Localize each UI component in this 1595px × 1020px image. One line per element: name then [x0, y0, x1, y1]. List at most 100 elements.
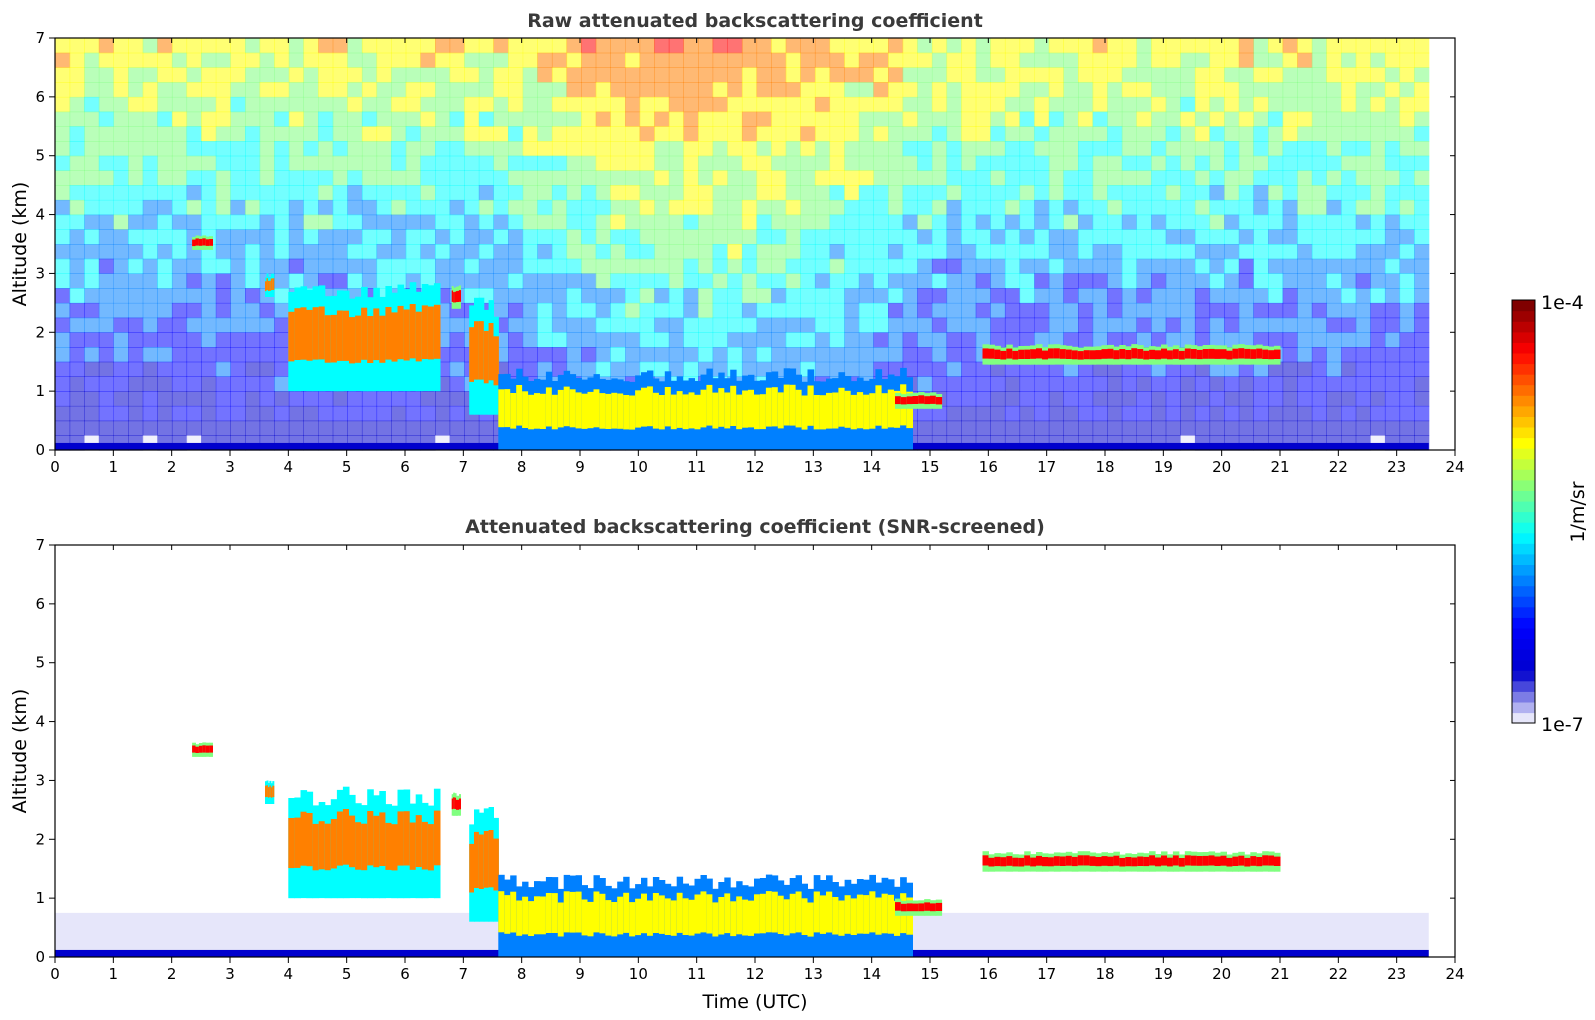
noise-cell [625, 67, 641, 83]
noise-cell [1384, 273, 1401, 289]
noise-cell [1078, 332, 1094, 348]
noise-cell [712, 332, 728, 348]
noise-cell [1048, 170, 1064, 186]
y-tick-label: 7 [35, 536, 45, 554]
noise-cell [1253, 420, 1269, 436]
noise-cell [1268, 244, 1284, 260]
noise-cell [1384, 332, 1401, 348]
noise-cell [1341, 155, 1357, 171]
noise-cell [1297, 258, 1313, 274]
noise-cell [142, 376, 158, 392]
noise-cell [245, 361, 261, 377]
noise-cell [391, 126, 407, 142]
noise-cell [1282, 141, 1298, 157]
noise-cell [1326, 229, 1342, 245]
cloud-core [754, 894, 761, 934]
noise-cell [888, 82, 904, 98]
noise-cell [288, 405, 304, 422]
noise-cell [464, 420, 480, 436]
noise-cell [917, 111, 933, 127]
noise-cell [727, 126, 743, 142]
noise-cell [1370, 67, 1386, 83]
noise-cell [405, 126, 421, 142]
x-tick-label: 11 [687, 965, 706, 983]
x-tick-label: 10 [629, 965, 648, 983]
noise-cell [917, 126, 933, 142]
noise-cell [566, 273, 582, 289]
noise-cell [1268, 52, 1284, 68]
noise-cell [946, 420, 962, 436]
cloud-core [391, 312, 399, 362]
noise-cell [318, 185, 334, 201]
cloud-core [1214, 349, 1221, 359]
noise-cell [376, 229, 392, 245]
noise-cell [1238, 244, 1254, 260]
cloud-core [478, 834, 485, 889]
noise-cell [829, 347, 845, 363]
noise-cell [1107, 67, 1123, 83]
noise-cell [259, 214, 275, 230]
cloud-core [209, 745, 213, 753]
noise-cell [1063, 244, 1079, 260]
noise-cell [1121, 317, 1137, 333]
noise-cell [625, 96, 641, 113]
noise-cell [420, 244, 436, 260]
noise-cell [639, 52, 655, 68]
cloud-core [771, 387, 779, 427]
cloud-core [361, 823, 368, 871]
noise-cell [1034, 376, 1050, 392]
noise-cell [1268, 273, 1284, 289]
cloud-core [534, 393, 541, 429]
noise-cell [1019, 420, 1035, 436]
noise-cell [566, 52, 582, 68]
noise-cell [1399, 420, 1415, 436]
noise-cell [1384, 52, 1401, 68]
cloud-core [1262, 349, 1269, 359]
noise-cell [1165, 302, 1181, 319]
noise-cell [1078, 302, 1094, 319]
noise-cell [215, 185, 231, 201]
noise-cell [668, 199, 684, 216]
noise-cell [449, 405, 465, 422]
noise-cell [55, 391, 71, 407]
noise-cell [303, 229, 319, 245]
x-tick-label: 22 [1329, 458, 1348, 476]
noise-cell [1078, 155, 1094, 171]
noise-cell [902, 347, 918, 363]
noise-cell [318, 38, 334, 54]
noise-cell [1224, 302, 1240, 319]
noise-cell [55, 244, 71, 260]
noise-cell [318, 214, 334, 230]
noise-cell [537, 214, 553, 230]
noise-cell [931, 96, 948, 113]
noise-cell [814, 317, 831, 333]
noise-cell [1370, 273, 1386, 289]
x-tick-label: 20 [1212, 458, 1231, 476]
noise-cell [1034, 155, 1050, 171]
colorbar-band [1512, 342, 1535, 354]
colorbar-band [1512, 627, 1535, 639]
noise-cell [318, 82, 334, 98]
noise-cell [1004, 258, 1021, 274]
colorbar-band [1512, 670, 1535, 682]
noise-cell [84, 244, 100, 260]
noise-cell [771, 126, 787, 142]
noise-cell [347, 111, 363, 127]
cloud-core [924, 396, 931, 405]
noise-cell [1092, 229, 1108, 245]
x-tick-label: 22 [1329, 965, 1348, 983]
noise-cell [829, 317, 845, 333]
noise-cell [113, 155, 129, 171]
colorbar-band [1512, 352, 1535, 365]
noise-cell [1384, 347, 1401, 363]
noise-cell [449, 229, 465, 245]
cloud-core [807, 902, 815, 937]
noise-cell [1238, 155, 1254, 171]
cloud-core [373, 308, 380, 361]
noise-cell [1326, 258, 1342, 274]
cloud-core [730, 901, 737, 937]
noise-cell [318, 199, 334, 216]
noise-cell [1384, 155, 1401, 171]
noise-cell [245, 82, 261, 98]
cloud-core [635, 390, 642, 428]
